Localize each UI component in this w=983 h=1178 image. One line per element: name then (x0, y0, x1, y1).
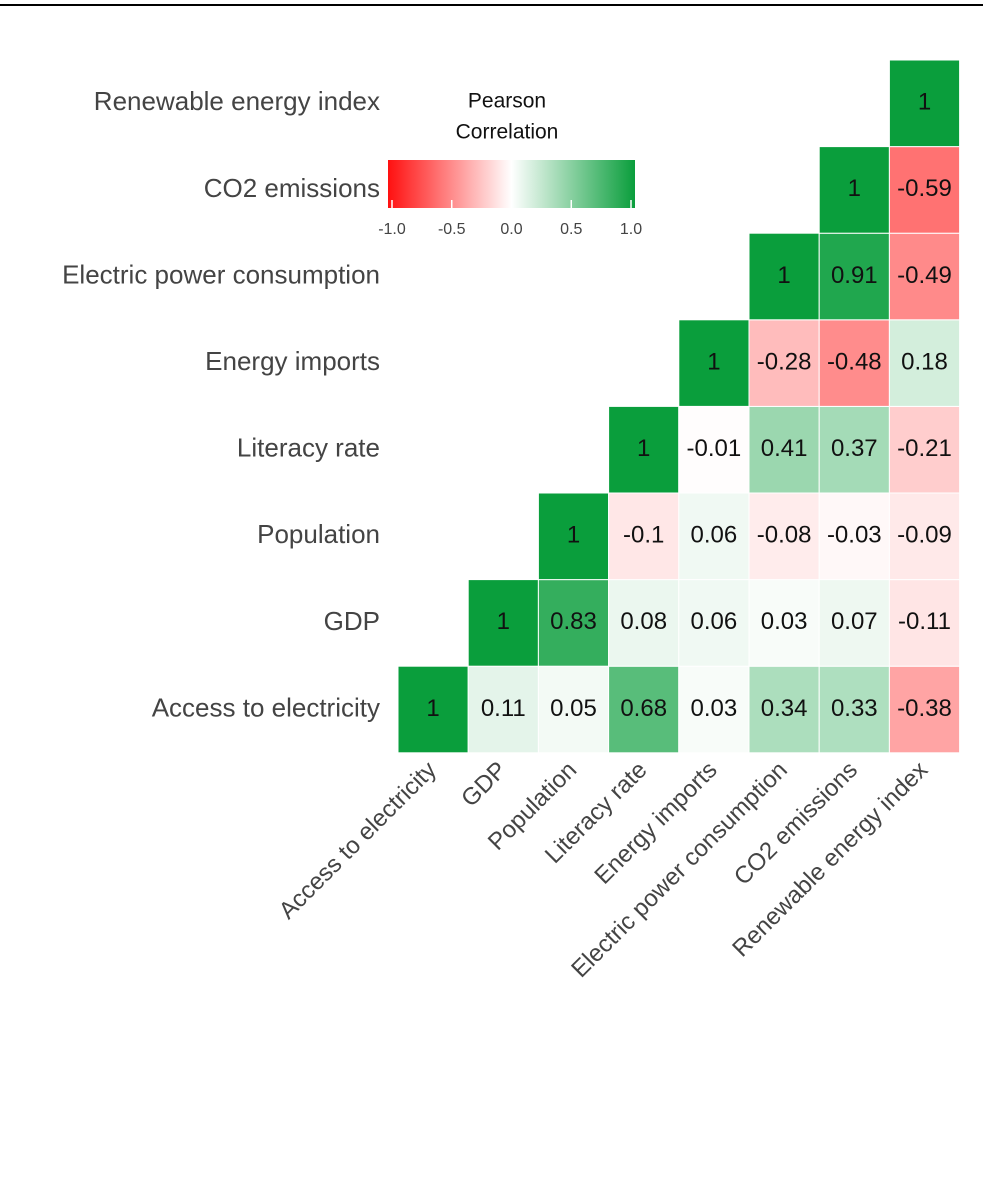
cell-label: 0.11 (481, 695, 526, 722)
cell-label: 0.05 (550, 695, 597, 722)
cell-label: 0.18 (901, 348, 948, 375)
heatmap-cell (748, 579, 820, 667)
cell-label: 0.07 (831, 608, 878, 635)
cell-label: 0.06 (691, 608, 738, 635)
y-tick-label: CO2 emissions (204, 173, 380, 203)
cell-label: 0.34 (761, 695, 808, 722)
heatmap-cell (678, 665, 750, 754)
heatmap-cell (608, 405, 680, 494)
cell-label: 0.03 (691, 695, 738, 722)
heatmap-cell (748, 665, 820, 754)
heatmap-cell (888, 492, 961, 581)
legend-tick-label: 0.0 (500, 221, 522, 238)
cell-label: 1 (567, 522, 580, 549)
cell-label: 0.41 (761, 435, 808, 462)
heatmap-cell (397, 665, 469, 754)
cell-label: 0.33 (831, 695, 878, 722)
legend-tick-label: -0.5 (438, 221, 466, 238)
y-tick-label: Renewable energy index (94, 86, 380, 116)
heatmap-cell (818, 492, 890, 581)
heatmap-cell (888, 232, 961, 321)
heatmap-cell (467, 579, 539, 667)
cell-label: -0.08 (757, 522, 812, 549)
cell-label: 0.68 (620, 695, 667, 722)
heatmap-cell (608, 492, 680, 581)
cell-label: -0.38 (897, 695, 952, 722)
cell-label: 0.03 (761, 608, 808, 635)
x-tick-label: Access to electricity (274, 756, 442, 924)
cell-label: -0.03 (827, 522, 882, 549)
x-tick-label: CO2 emissions (729, 756, 863, 890)
heatmap-cell (537, 665, 610, 754)
heatmap-cell (818, 232, 890, 321)
cell-label: 1 (848, 175, 861, 202)
cell-label: 1 (918, 89, 931, 116)
heatmap-cell (888, 146, 961, 234)
heatmap-cell (748, 405, 820, 494)
cell-label: -0.1 (623, 522, 664, 549)
heatmap-cell (888, 405, 961, 494)
heatmap-cell (888, 59, 961, 148)
heatmap-cell (818, 405, 890, 494)
heatmap-cell (818, 665, 890, 754)
legend-tick-label: 0.5 (560, 221, 582, 238)
y-tick-label: Literacy rate (237, 433, 380, 463)
heatmap-cell (748, 232, 820, 321)
cell-label: 0.37 (831, 435, 878, 462)
y-tick-label: GDP (324, 606, 380, 636)
cell-label: -0.09 (897, 522, 952, 549)
cell-label: 1 (637, 435, 650, 462)
cell-label: 0.08 (620, 608, 667, 635)
cell-label: -0.28 (757, 348, 812, 375)
legend-tick-label: 1.0 (620, 221, 642, 238)
heatmap-cell (537, 579, 610, 667)
heatmap-cell (888, 579, 961, 667)
legend-title: Correlation (456, 121, 559, 144)
cell-label: 0.06 (691, 522, 738, 549)
cell-label: -0.01 (687, 435, 742, 462)
cell-label: 0.91 (831, 262, 878, 289)
cell-label: -0.21 (897, 435, 952, 462)
y-tick-label: Access to electricity (152, 692, 380, 722)
y-tick-label: Electric power consumption (62, 259, 380, 289)
cell-label: 1 (707, 348, 720, 375)
cell-label: 0.83 (550, 608, 597, 635)
legend-title: Pearson (468, 90, 546, 113)
heatmap-cell (818, 146, 890, 234)
cell-label: -0.59 (897, 175, 952, 202)
cell-label: -0.49 (897, 262, 952, 289)
cell-label: -0.48 (827, 348, 882, 375)
heatmap-cell (818, 579, 890, 667)
heatmap-cell (608, 665, 680, 754)
cell-label: 1 (497, 608, 510, 635)
y-tick-label: Energy imports (205, 346, 380, 376)
y-tick-label: Population (257, 519, 380, 549)
heatmap-cell (467, 665, 539, 754)
heatmap-cell (888, 319, 961, 407)
cell-label: 1 (426, 695, 439, 722)
cell-label: 1 (777, 262, 790, 289)
cell-label: -0.11 (898, 608, 951, 635)
heatmap-cell (537, 492, 610, 581)
x-tick-label: Energy imports (589, 756, 722, 889)
heatmap-cell (678, 492, 750, 581)
x-tick-label: GDP (456, 756, 512, 812)
heatmap-cell (888, 665, 961, 754)
legend-tick-label: -1.0 (378, 221, 406, 238)
